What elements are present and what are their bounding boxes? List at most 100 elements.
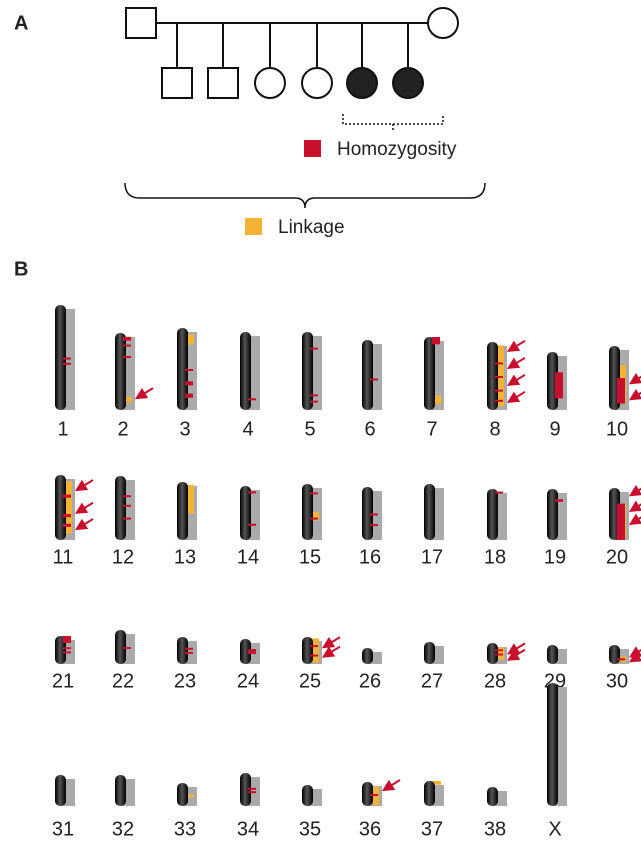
- chromosome-label: 21: [52, 670, 74, 692]
- homozygous-region: [248, 788, 256, 790]
- homozygous-region: [63, 651, 71, 653]
- chromosome-label: 28: [484, 670, 506, 692]
- chromosome-label: 33: [174, 818, 196, 840]
- chromosome-body: [487, 489, 498, 540]
- chromosome-label: 31: [52, 818, 74, 840]
- legend-swatch: [245, 218, 262, 235]
- arrow: [634, 647, 641, 655]
- chromosome-label: 38: [484, 818, 506, 840]
- homozygous-region: [370, 524, 378, 526]
- chromosome-body: [547, 683, 558, 806]
- chromosome: [609, 645, 641, 664]
- chromosome-label: 24: [237, 670, 259, 692]
- affected-daughter: [393, 68, 423, 98]
- homozygous-region: [123, 505, 131, 507]
- homozygous-region: [495, 362, 503, 364]
- chromosome: [177, 637, 197, 664]
- son: [162, 68, 192, 98]
- chromosome: [115, 775, 135, 806]
- chromosome-label: 6: [364, 418, 375, 440]
- chromosome: [240, 332, 260, 410]
- chromosome-label: 30: [606, 670, 628, 692]
- chromosome: [609, 346, 641, 410]
- chromosome-body: [55, 775, 66, 806]
- chromosome-body: [362, 648, 373, 664]
- chromosome: [547, 489, 567, 540]
- chromosome-body: [424, 484, 435, 540]
- chromosome: [487, 643, 525, 664]
- chromosome-body: [424, 337, 435, 410]
- chromosome-label: 18: [484, 546, 506, 568]
- chromosome-body: [177, 637, 188, 664]
- son: [208, 68, 238, 98]
- chromosome-body: [177, 482, 188, 540]
- homozygous-region: [617, 658, 625, 660]
- homozygous-region: [123, 495, 131, 497]
- legend-label: Linkage: [278, 217, 345, 238]
- chromosome: [547, 352, 567, 410]
- chromosome: [240, 486, 260, 540]
- homozygous-region: [248, 649, 256, 654]
- homozygous-region: [495, 390, 503, 392]
- chromosome: [487, 341, 525, 410]
- homozygous-region: [248, 791, 256, 793]
- chromosome-body: [547, 489, 558, 540]
- homozygous-region: [248, 491, 256, 493]
- chromosome-label: 8: [489, 418, 500, 440]
- arrow: [387, 780, 400, 788]
- homozygous-region: [310, 492, 318, 494]
- chromosome: [362, 487, 382, 540]
- homozygous-region: [555, 372, 563, 398]
- chromosome-body: [177, 783, 188, 806]
- arrow: [634, 389, 641, 397]
- homozygous-region: [555, 499, 563, 502]
- chromosome: [177, 783, 197, 806]
- chromosome-label: 35: [299, 818, 321, 840]
- homozygous-region: [617, 504, 625, 540]
- chromosome: [424, 642, 444, 664]
- arrow: [327, 637, 340, 645]
- homozygous-region: [310, 401, 318, 403]
- chromosome-body: [487, 787, 498, 806]
- chromosome-body: [115, 775, 126, 806]
- homozygous-region: [185, 394, 193, 398]
- chromosome: [55, 636, 75, 664]
- chromosome: [55, 305, 75, 410]
- chromosome-label: 13: [174, 546, 196, 568]
- arrow: [634, 485, 641, 493]
- homozygous-region: [123, 337, 131, 341]
- chromosome-body: [547, 645, 558, 664]
- homozygous-region: [495, 492, 503, 494]
- arrow: [512, 358, 525, 366]
- homozygous-region: [63, 524, 71, 527]
- chromosome-label: 5: [304, 418, 315, 440]
- chromosome-body: [424, 642, 435, 664]
- panel-label: B: [14, 258, 28, 280]
- homozygous-region: [123, 518, 131, 520]
- homozygous-region: [248, 524, 256, 526]
- chromosome: [362, 340, 382, 410]
- chromosome-label: 37: [421, 818, 443, 840]
- daughter: [302, 68, 332, 98]
- chromosome-body: [362, 340, 373, 410]
- chromosome-label: 3: [179, 418, 190, 440]
- chromosome: [547, 683, 567, 806]
- arrow: [512, 392, 525, 400]
- chromosome-label: 19: [544, 546, 566, 568]
- arrow: [80, 480, 93, 488]
- chromosome: [55, 475, 93, 540]
- homozygous-region: [370, 514, 378, 516]
- chromosome-label: 4: [242, 418, 253, 440]
- chromosome: [115, 630, 135, 664]
- homozygous-region: [185, 648, 193, 650]
- arrow: [634, 514, 641, 522]
- homozygous-region: [495, 400, 503, 402]
- arrow: [80, 503, 93, 511]
- chromosome-body: [609, 645, 620, 664]
- homozygous-region: [63, 647, 71, 649]
- homozygous-region: [370, 379, 378, 381]
- brace: [125, 183, 485, 208]
- father: [126, 8, 156, 38]
- chromosome: [240, 773, 260, 806]
- homozygous-region: [185, 369, 193, 371]
